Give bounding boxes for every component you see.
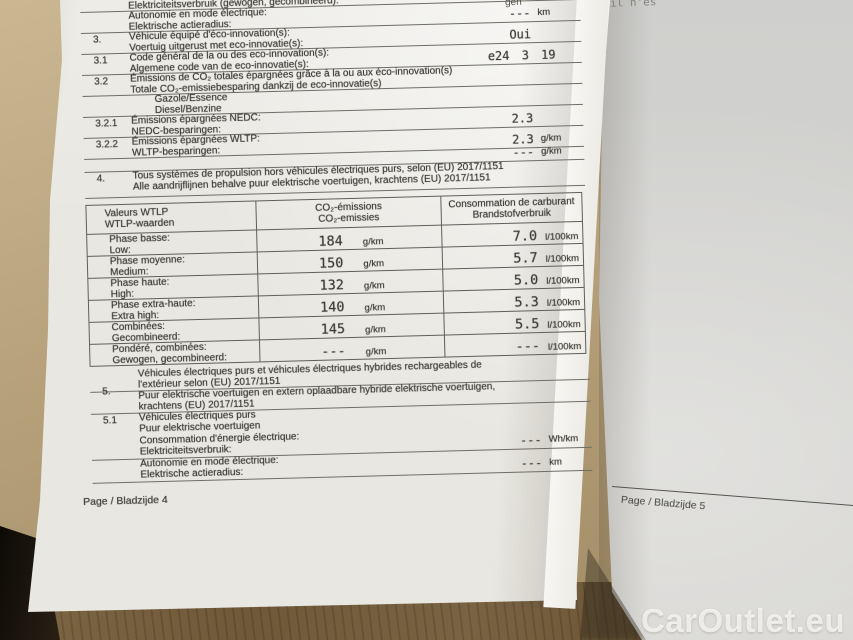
table-header-co2: CO₂-émissions CO₂-emissies	[255, 196, 442, 230]
co2-unit: g/km	[365, 324, 386, 336]
co2-value: ---	[321, 343, 346, 360]
row-value: e24 3 19	[487, 47, 556, 64]
row-value: ---	[520, 456, 543, 471]
row-number: 3.1	[93, 55, 108, 67]
co2-value: 145	[320, 321, 346, 338]
fuel-unit: l/100km	[544, 231, 579, 243]
row-number: 4.	[96, 173, 106, 185]
co2-value: 184	[318, 233, 344, 250]
caroutlet-watermark: CarOutlet.eu	[640, 602, 845, 639]
row-unit: km	[537, 6, 551, 19]
row-unit: Wh/km	[548, 433, 579, 445]
page-4-content: Consommation d'énergie électrique (pondé…	[79, 0, 593, 508]
co2-unit: g/km	[363, 280, 385, 292]
fuel-unit: l/100km	[546, 297, 581, 309]
fuel-unit: l/100km	[547, 319, 581, 331]
row-number: 3.2	[94, 76, 109, 88]
fuel-value: ---	[515, 338, 541, 355]
fuel-unit: l/100km	[545, 253, 580, 265]
fuel-value: 5.7	[513, 250, 538, 267]
row-number: 3.2.1	[95, 118, 118, 130]
row-value: 2.3	[511, 111, 534, 126]
fuel-value: 5.3	[514, 294, 540, 311]
phase-nl: Gewogen, gecombineerd:	[112, 351, 228, 366]
row-value: 2.3	[511, 132, 534, 147]
fuel-unit: l/100km	[546, 275, 580, 287]
row-unit: g/km	[540, 132, 562, 144]
row-value: Oui	[509, 27, 532, 42]
co2-value: 150	[318, 255, 344, 272]
fuel-value: 7.0	[512, 228, 538, 245]
row-number: 3.2.2	[95, 139, 119, 151]
clipped-text-fragment-right-page: il n'es	[609, 0, 657, 10]
row-value: ---	[508, 6, 531, 21]
document-page-4	[28, 0, 610, 612]
co2-unit: g/km	[362, 236, 384, 248]
row-unit: g/km	[540, 145, 562, 157]
row-number: 5.1	[102, 415, 118, 427]
row-value: ---	[519, 433, 542, 448]
wltp-values-table: Valeurs WTLP WTLP-waarden CO₂-émissions …	[85, 191, 587, 367]
table-header-fuel: Consommation de carburant Brandstofverbr…	[440, 192, 582, 225]
row-unit: km	[549, 456, 563, 468]
co2-unit: g/km	[365, 346, 387, 358]
co2-value: 132	[319, 277, 345, 294]
row-value: ---	[512, 145, 535, 160]
fuel-value: 5.0	[513, 272, 539, 289]
clipped-text-fragment-left-page: gen	[504, 0, 522, 9]
co2-value: 140	[319, 299, 345, 316]
table-header-wltp: Valeurs WTLP WTLP-waarden	[86, 201, 256, 233]
fuel-value: 5.5	[514, 316, 540, 333]
row-number: 3.	[92, 34, 102, 46]
co2-unit: g/km	[363, 258, 385, 270]
co2-unit: g/km	[364, 302, 386, 314]
page-fold-shadow-right	[599, 0, 651, 640]
row-number: 5.	[102, 386, 111, 398]
fuel-unit: l/100km	[547, 340, 582, 353]
